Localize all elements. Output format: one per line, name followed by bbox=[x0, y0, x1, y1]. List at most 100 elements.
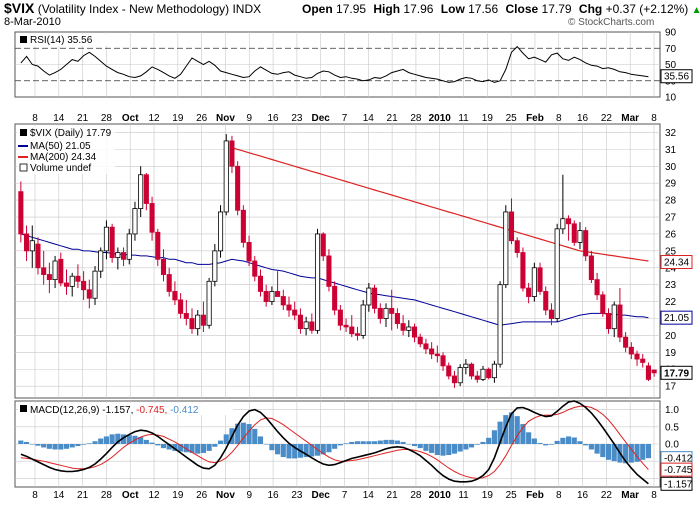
histogram-bar bbox=[235, 423, 241, 444]
macd-legend-macd: -1.157, bbox=[102, 405, 136, 416]
candle-down bbox=[434, 353, 440, 357]
histogram-bar bbox=[120, 434, 127, 444]
x-tick-label-bottom: 28 bbox=[410, 490, 422, 501]
histogram-bar bbox=[240, 422, 246, 444]
histogram-bar bbox=[520, 424, 526, 444]
signal-last-label: -0.745 bbox=[664, 465, 693, 476]
histogram-bar bbox=[577, 441, 583, 444]
histogram-bar bbox=[246, 424, 252, 444]
histogram-bar bbox=[526, 432, 532, 444]
candle-down bbox=[474, 375, 480, 380]
candle-down bbox=[246, 241, 252, 262]
histogram-bar bbox=[155, 444, 161, 446]
candle-up bbox=[611, 304, 617, 330]
histogram-bar bbox=[98, 438, 104, 444]
histogram-bar bbox=[35, 444, 41, 446]
x-tick-label-top: 28 bbox=[410, 113, 422, 124]
price-y-tick-label: 28 bbox=[665, 196, 677, 207]
x-tick-label-bottom: 25 bbox=[506, 490, 518, 501]
x-tick-label-bottom: 21 bbox=[77, 490, 89, 501]
candle-down bbox=[446, 365, 452, 377]
price-y-tick-label: 31 bbox=[665, 145, 677, 156]
candle-down bbox=[451, 375, 457, 384]
candle-down bbox=[309, 321, 315, 331]
candle-down bbox=[354, 333, 361, 336]
x-tick-label-top: 9 bbox=[246, 113, 252, 124]
histogram-bar bbox=[503, 415, 509, 444]
candle-down bbox=[617, 304, 623, 338]
candle-down bbox=[143, 174, 149, 204]
x-tick-label-top: 16 bbox=[577, 113, 589, 124]
candle-up bbox=[92, 270, 98, 299]
histogram-bar bbox=[52, 444, 58, 450]
x-tick-label-bottom: 8 bbox=[651, 490, 657, 501]
candle-down bbox=[41, 267, 47, 275]
histogram-bar bbox=[354, 441, 361, 444]
candle-up bbox=[126, 233, 132, 260]
candle-down bbox=[566, 218, 572, 225]
x-tick-label-top: Mar bbox=[621, 113, 639, 124]
x-tick-label-top: 21 bbox=[387, 113, 399, 124]
candle-up bbox=[383, 307, 389, 319]
candle-down bbox=[63, 282, 70, 287]
candle-down bbox=[514, 240, 520, 253]
rsi-line bbox=[20, 45, 649, 83]
histogram-bar bbox=[537, 442, 543, 444]
histogram-bar bbox=[486, 437, 492, 444]
histogram-bar bbox=[58, 444, 64, 450]
x-tick-label-top: 25 bbox=[506, 113, 518, 124]
x-tick-label-top: 26 bbox=[196, 113, 208, 124]
title-block: $VIX (Volatility Index - New Methodology… bbox=[4, 0, 261, 16]
candle-down bbox=[229, 140, 235, 167]
close-last-label-box bbox=[660, 365, 693, 380]
ma200-last-label: 24.34 bbox=[664, 258, 689, 269]
candle-down bbox=[337, 309, 343, 326]
x-tick-label-top: 14 bbox=[363, 113, 375, 124]
candle-down bbox=[240, 209, 246, 243]
chg-label: Chg bbox=[578, 2, 603, 16]
candle-up bbox=[503, 211, 509, 286]
symbol: $VIX bbox=[4, 0, 35, 16]
candle-up bbox=[303, 321, 309, 330]
candle-up bbox=[577, 230, 583, 243]
candle-down bbox=[394, 313, 400, 324]
histogram-bar bbox=[81, 444, 87, 445]
candle-down bbox=[429, 348, 435, 355]
histogram-bar bbox=[160, 444, 167, 449]
histogram-bar bbox=[223, 434, 229, 444]
close-last-label: 17.79 bbox=[664, 368, 689, 379]
ma50-last-label-box bbox=[660, 310, 693, 325]
histogram-bar bbox=[560, 437, 566, 444]
candle-up bbox=[360, 304, 366, 336]
histogram-bar bbox=[149, 442, 155, 444]
histogram-bar bbox=[41, 444, 47, 448]
x-tick-label-top: 19 bbox=[482, 113, 494, 124]
x-tick-label-top: Oct bbox=[122, 113, 139, 124]
candle-down bbox=[634, 353, 640, 360]
low-value: 17.56 bbox=[468, 2, 499, 16]
price-y-tick-label: 30 bbox=[665, 162, 677, 173]
macd-last-label: -1.157 bbox=[664, 479, 693, 490]
histogram-bar bbox=[337, 444, 343, 446]
candle-down bbox=[349, 326, 355, 335]
candle-down bbox=[508, 211, 515, 242]
histogram-bar bbox=[309, 444, 315, 457]
candle-down bbox=[86, 289, 92, 299]
candle-down bbox=[377, 307, 383, 319]
histogram-bar bbox=[383, 439, 389, 444]
candle-down bbox=[411, 326, 418, 338]
open-value: 17.95 bbox=[336, 2, 367, 16]
x-tick-label-bottom: 16 bbox=[577, 490, 589, 501]
x-tick-label-bottom: 12 bbox=[148, 490, 160, 501]
x-tick-label-bottom: Dec bbox=[312, 490, 331, 501]
histogram-bar bbox=[434, 444, 440, 456]
x-tick-label-bottom: 7 bbox=[342, 490, 348, 501]
price-y-tick-label: 17 bbox=[665, 382, 677, 393]
x-tick-label-bottom: 23 bbox=[291, 490, 303, 501]
x-tick-label-bottom: 11 bbox=[458, 490, 469, 501]
candle-up bbox=[138, 174, 144, 209]
candle-down bbox=[343, 324, 349, 328]
legend-ma200: MA(200) 24.34 bbox=[30, 152, 97, 163]
histogram-bar bbox=[394, 440, 400, 444]
histogram-bar bbox=[594, 444, 600, 454]
